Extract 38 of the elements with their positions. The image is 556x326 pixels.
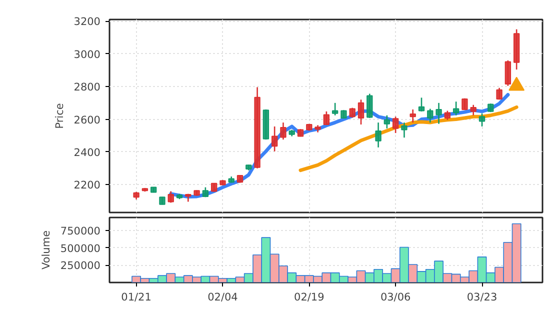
candlestick [349, 107, 356, 118]
x-tick-label: 03/06 [380, 292, 412, 304]
y-tick-label: 750000 [60, 226, 101, 238]
candlestick [452, 100, 460, 116]
x-tick-label: 02/04 [208, 292, 238, 304]
x-tick-label: 03/23 [466, 292, 498, 304]
candlestick [332, 102, 338, 116]
line-series [298, 105, 518, 172]
candlestick [436, 102, 442, 124]
y-tick-label: 2200 [74, 180, 101, 192]
candlestick [401, 122, 408, 138]
candlestick [427, 108, 434, 124]
candlestick [271, 126, 278, 152]
x-tick-label: 01/21 [121, 292, 152, 304]
candlestick [280, 122, 286, 140]
y-tick-label: 3200 [74, 16, 101, 28]
y-tick-label: 250000 [60, 260, 101, 272]
candlestick [478, 112, 486, 128]
candlestick [410, 108, 416, 124]
y-axis-title: Volume [40, 230, 52, 270]
candlestick [366, 93, 373, 119]
candlestick [470, 104, 476, 116]
candlestick [375, 122, 382, 148]
y-tick-label: 3000 [74, 48, 101, 61]
x-tick-label: 02/19 [294, 292, 324, 304]
y-tick-label: 500000 [60, 242, 101, 255]
candlestick [418, 97, 425, 112]
y-tick-label: 2600 [74, 114, 101, 126]
candlestick [504, 60, 512, 87]
candlestick [323, 110, 330, 126]
candlestick [168, 190, 174, 204]
y-tick-label: 2800 [74, 82, 101, 94]
candlestick [384, 114, 390, 130]
candlestick [444, 110, 451, 121]
y-tick-label: 2400 [74, 146, 101, 159]
candlestick [392, 116, 399, 134]
candlestick [358, 98, 364, 126]
y-axis-title: Price [54, 103, 66, 129]
